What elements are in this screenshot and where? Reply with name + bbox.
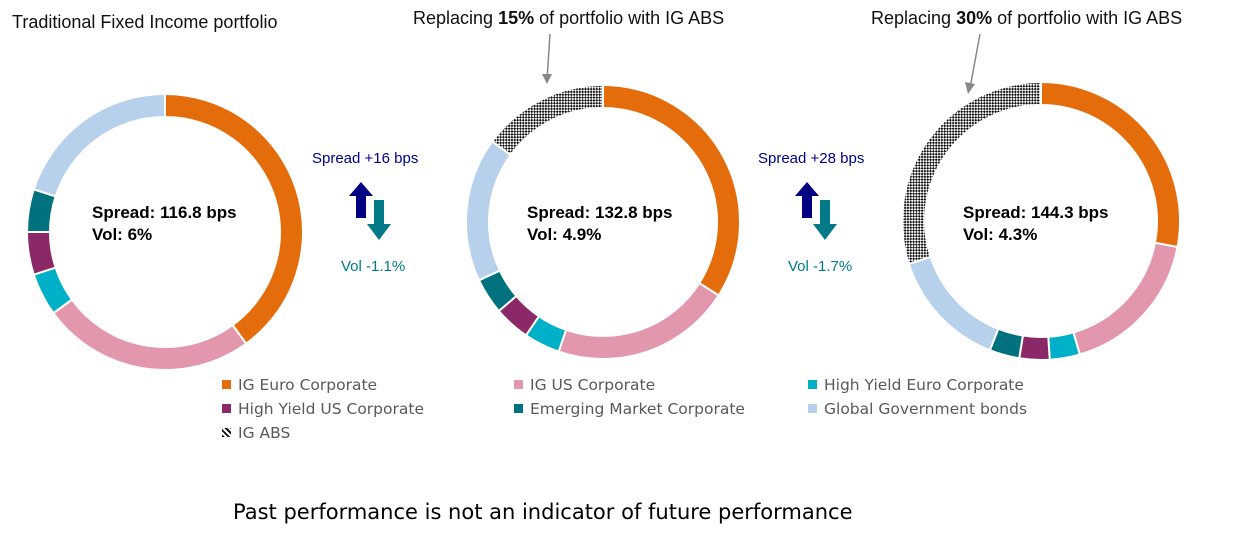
donut-slice-high-yield-us-corporate bbox=[25, 231, 57, 276]
legend-item: High Yield Euro Corporate bbox=[808, 376, 1024, 394]
swatch-icon bbox=[808, 404, 817, 413]
swatch-icon bbox=[808, 380, 817, 389]
donut-slice-high-yield-us-corporate bbox=[1018, 334, 1051, 361]
donut-slice-global-government-bonds bbox=[907, 255, 1000, 352]
pointer-arrow-2 bbox=[969, 33, 981, 89]
vol-delta-2: Vol -1.7% bbox=[788, 258, 853, 275]
arrow-up-icon bbox=[349, 182, 373, 218]
donut-slice-ig-us-corporate bbox=[557, 281, 721, 360]
swatch-icon bbox=[222, 404, 231, 413]
swatch-icon bbox=[222, 380, 231, 389]
vol-delta-1: Vol -1.1% bbox=[341, 258, 406, 275]
donut-slice-high-yield-euro-corporate bbox=[1047, 331, 1082, 361]
chart-title-1: Traditional Fixed Income portfolio bbox=[12, 12, 278, 32]
donut-slice-ig-abs bbox=[490, 83, 604, 157]
pointer-arrowhead-2 bbox=[965, 82, 975, 94]
donut-slice-ig-euro-corporate bbox=[602, 83, 741, 297]
swatch-icon bbox=[222, 428, 231, 437]
spread-delta-2: Spread +28 bps bbox=[758, 150, 865, 167]
pointer-arrowhead-1 bbox=[542, 74, 552, 84]
arrow-down-icon bbox=[813, 200, 837, 240]
swatch-icon bbox=[514, 404, 523, 413]
arrow-down-icon bbox=[367, 200, 391, 240]
legend-item: High Yield US Corporate bbox=[222, 400, 424, 418]
donut-slice-ig-us-corporate bbox=[1072, 241, 1179, 356]
donut-slice-ig-us-corporate bbox=[51, 298, 248, 371]
center-label-2: Spread: 132.8 bps Vol: 4.9% bbox=[527, 203, 673, 244]
legend-item: IG ABS bbox=[222, 424, 290, 442]
chart-title-2: Replacing 15% of portfolio with IG ABS bbox=[413, 8, 725, 28]
legend-item: IG US Corporate bbox=[514, 376, 655, 394]
legend-item: Emerging Market Corporate bbox=[514, 400, 745, 418]
donut-slice-global-government-bonds bbox=[32, 92, 166, 198]
donut-slice-ig-abs bbox=[901, 80, 1042, 266]
pointer-arrow-1 bbox=[546, 33, 551, 81]
footer-note: Past performance is not an indicator of … bbox=[233, 500, 853, 524]
swatch-icon bbox=[514, 380, 523, 389]
spread-delta-1: Spread +16 bps bbox=[312, 150, 419, 167]
chart-title-3: Replacing 30% of portfolio with IG ABS bbox=[871, 8, 1183, 28]
arrow-up-icon bbox=[795, 182, 819, 218]
donut-slice-global-government-bonds bbox=[465, 140, 513, 282]
center-label-3: Spread: 144.3 bps Vol: 4.3% bbox=[963, 203, 1109, 244]
legend-item: IG Euro Corporate bbox=[222, 376, 377, 394]
center-label-1: Spread: 116.8 bps Vol: 6% bbox=[92, 203, 237, 244]
legend-item: Global Government bonds bbox=[808, 400, 1027, 418]
